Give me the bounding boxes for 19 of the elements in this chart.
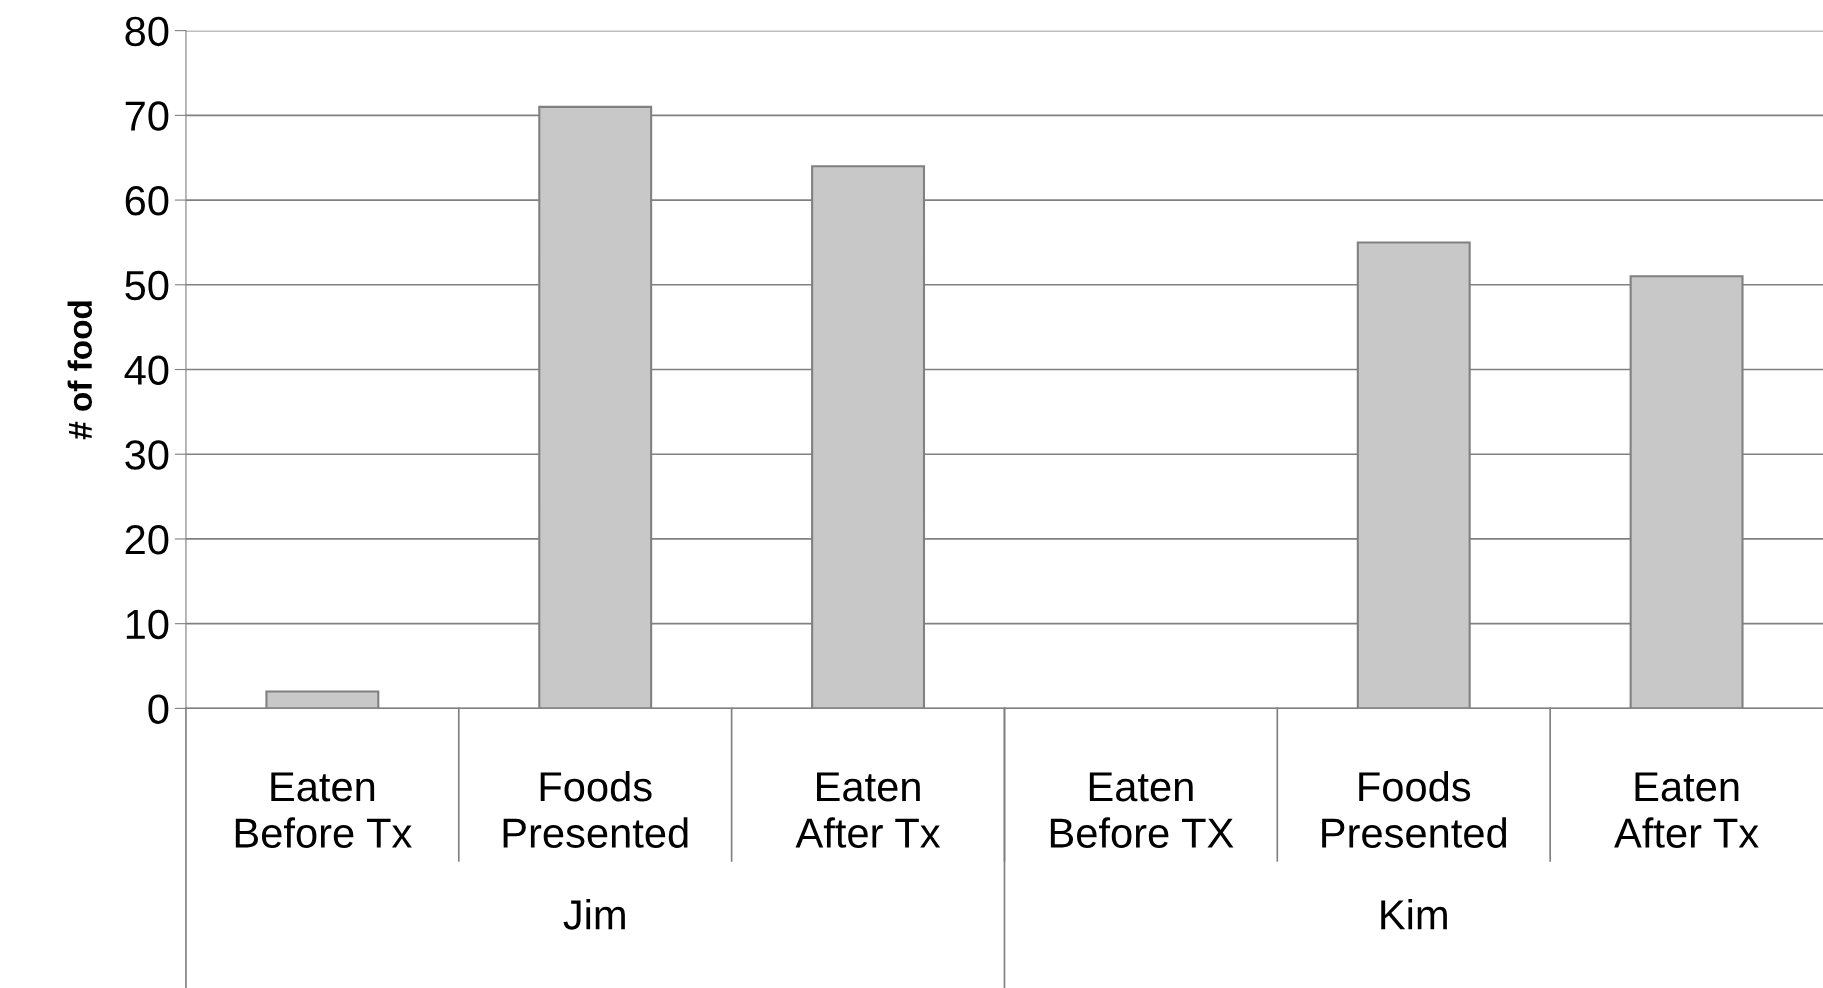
y-tick-label: 40	[124, 355, 169, 386]
x-tick-label: Eaten After Tx	[1614, 772, 1759, 848]
y-tick-label: 0	[148, 694, 169, 724]
x-tick-label: Foods Presented	[503, 770, 688, 848]
y-axis-title: # of food	[67, 301, 93, 440]
text: Jim	[563, 899, 625, 930]
y-tick-label: 80	[125, 16, 169, 47]
y-tick-label: 70	[125, 101, 169, 131]
bar	[265, 690, 380, 709]
x-tick-label: Eaten Before TX	[1050, 772, 1234, 848]
x-tick-label: Eaten After Tx	[795, 772, 941, 848]
x-tick-label: Eaten Before Tx	[235, 772, 412, 848]
y-tick-label: 60	[125, 186, 169, 216]
y-tick-label: 30	[125, 440, 169, 470]
y-tick-label: 20	[125, 524, 169, 555]
text: Kim	[1381, 899, 1447, 930]
x-tick-label: Foods Presented	[1322, 770, 1507, 848]
y-tick-label: 10	[126, 609, 169, 640]
y-tick-label: 50	[125, 270, 169, 301]
